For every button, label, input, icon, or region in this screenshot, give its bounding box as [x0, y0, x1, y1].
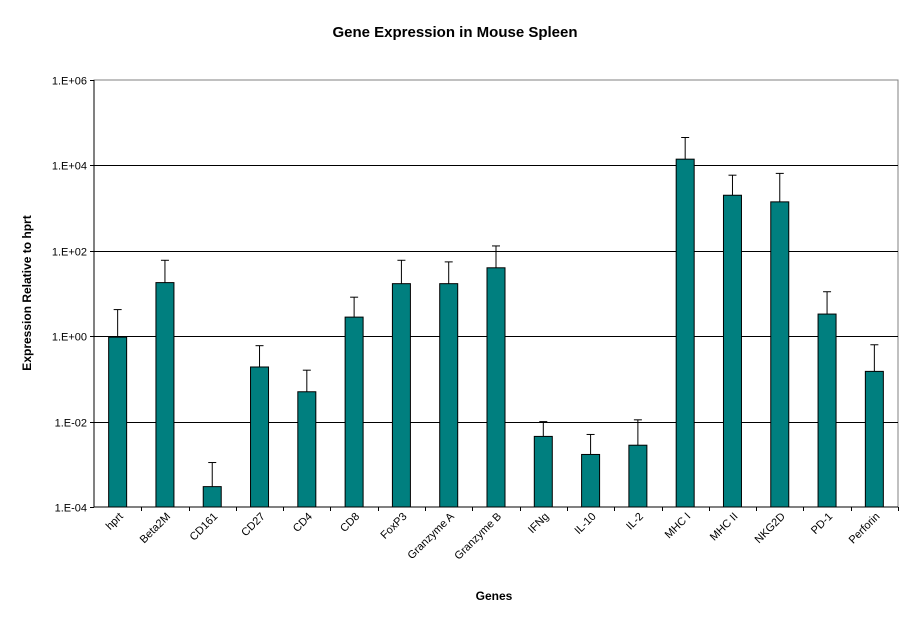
chart-title: Gene Expression in Mouse Spleen	[332, 24, 577, 41]
x-tick-label: CD8	[338, 511, 362, 535]
x-tick-label: Beta2M	[138, 511, 173, 546]
y-tick-label: 1.E+06	[52, 76, 87, 88]
x-tick-label: hprt	[104, 511, 126, 533]
y-tick-label: 1.E+04	[52, 161, 87, 173]
bar-ifng	[533, 435, 553, 508]
x-tick-label: Perforin	[847, 511, 883, 547]
x-tick-label: CD27	[239, 511, 267, 539]
bar-mhc-i	[675, 158, 695, 508]
x-axis-title: Genes	[476, 589, 513, 603]
x-tick-label: FoxP3	[379, 511, 410, 542]
x-tick-label: MHC I	[663, 511, 694, 542]
x-tick-label: CD4	[291, 511, 315, 535]
error-bars	[113, 137, 879, 487]
x-tick-label: Granzyme A	[406, 510, 458, 562]
x-tick-label: IL-10	[572, 511, 598, 537]
x-tick-label: MHC II	[708, 511, 741, 544]
bar-il-10	[581, 453, 601, 508]
bar-beta2m	[155, 282, 175, 508]
x-tick-label: IFNg	[526, 511, 551, 536]
bar-hprt	[108, 336, 128, 508]
bar-perforin	[864, 370, 884, 508]
bar-cd4	[297, 391, 317, 508]
bar-foxp3	[391, 283, 411, 508]
bar-granzyme-a	[439, 283, 459, 508]
bar-granzyme-b	[486, 267, 506, 508]
x-tick-label: Granzyme B	[452, 511, 504, 563]
y-axis-ticks: 1.E-04 1.E-02 1.E+00 1.E+02 1.E+04 1.E+06	[52, 76, 94, 515]
bar-pd-1	[817, 313, 837, 508]
y-tick-label: 1.E-04	[55, 503, 87, 515]
y-tick-label: 1.E+00	[52, 332, 87, 344]
x-tick-label: NKG2D	[753, 511, 788, 546]
bar-cd161	[202, 486, 222, 508]
bar-cd8	[344, 316, 364, 508]
bar-nkg2d	[770, 201, 790, 508]
x-tick-label: CD161	[188, 511, 221, 544]
bar-mhc-ii	[722, 194, 742, 508]
x-tick-label: IL-2	[624, 511, 646, 533]
x-tick-label: PD-1	[809, 511, 835, 537]
y-tick-label: 1.E+02	[52, 247, 87, 259]
y-axis-title: Expression Relative to hprt	[20, 215, 34, 370]
y-tick-label: 1.E-02	[55, 418, 87, 430]
bar-cd27	[250, 366, 270, 508]
bar-il-2	[628, 444, 648, 508]
